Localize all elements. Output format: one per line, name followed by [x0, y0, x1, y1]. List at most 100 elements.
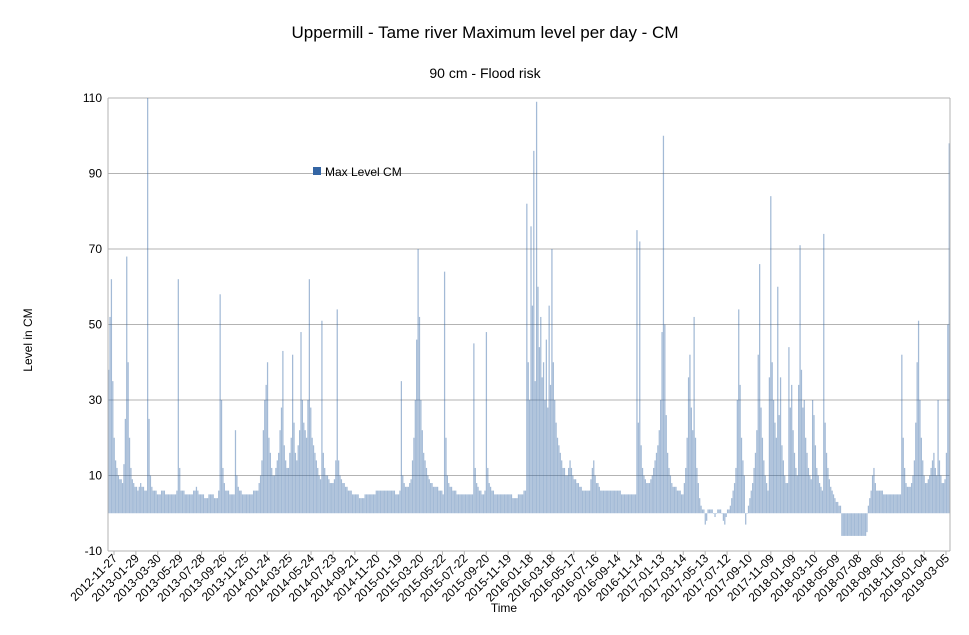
bar [396, 494, 398, 514]
bar [363, 498, 365, 514]
bar [273, 475, 276, 514]
bar [701, 509, 704, 514]
bar [692, 430, 694, 514]
bar [926, 483, 928, 514]
bar [375, 490, 377, 514]
bar [873, 467, 875, 514]
bar [538, 347, 541, 514]
bar [218, 490, 220, 514]
bar [392, 490, 394, 514]
bar [234, 430, 237, 514]
bar [322, 452, 324, 514]
bar [386, 490, 389, 514]
bar [637, 422, 639, 514]
bar [570, 467, 573, 514]
bar [615, 490, 617, 514]
bar [350, 490, 352, 514]
bar [205, 498, 207, 514]
bar [108, 369, 110, 514]
bar [885, 494, 888, 514]
x-tick-labels: 2012-11-272013-01-292013-03-302013-05-29… [67, 551, 952, 605]
bar [632, 494, 634, 514]
bar [883, 494, 885, 514]
bar [563, 467, 566, 514]
bar [917, 320, 920, 514]
bar [871, 475, 874, 514]
bar [806, 452, 808, 514]
bar [466, 494, 468, 514]
bar [220, 400, 223, 514]
bar [791, 384, 793, 514]
bar [621, 494, 623, 514]
bar [495, 494, 497, 514]
bar [133, 483, 135, 514]
bar [733, 483, 736, 514]
bar [552, 362, 554, 514]
bar [573, 479, 575, 514]
bar [492, 490, 494, 514]
bar [671, 483, 673, 514]
bar [455, 490, 457, 514]
bar [269, 452, 271, 514]
bar [149, 475, 152, 514]
bar [343, 483, 345, 514]
bar [531, 305, 534, 514]
bar [457, 494, 460, 514]
bar [368, 494, 370, 514]
bar [562, 467, 564, 514]
bar [817, 475, 819, 514]
bar [226, 490, 228, 514]
bar [160, 490, 163, 514]
bar [371, 494, 373, 514]
bar [308, 279, 310, 514]
bar [927, 479, 929, 514]
bar [588, 490, 591, 514]
bar [416, 339, 418, 514]
bar [906, 486, 909, 514]
bar [558, 445, 560, 514]
bar [360, 498, 362, 514]
bar [694, 437, 697, 514]
bar [335, 460, 337, 514]
bar [356, 494, 358, 514]
bar [718, 509, 720, 514]
bar [190, 494, 192, 514]
bar [855, 513, 857, 536]
bar [537, 286, 539, 514]
bar [399, 490, 401, 514]
bar [841, 513, 843, 536]
bar [496, 494, 499, 514]
bar [775, 437, 777, 514]
bar [351, 494, 354, 514]
bar [147, 98, 149, 514]
bar [184, 494, 186, 514]
bar [600, 490, 602, 514]
bar [895, 494, 897, 514]
bar [717, 509, 719, 514]
bar [138, 486, 140, 514]
axes [107, 98, 951, 551]
bar [491, 490, 493, 514]
bar [565, 475, 567, 514]
bar [580, 486, 582, 514]
bar [449, 486, 451, 514]
bar [591, 467, 593, 514]
bar [109, 316, 111, 514]
bar [828, 479, 830, 514]
bar [782, 460, 784, 514]
bar [240, 490, 242, 514]
bar [200, 494, 202, 514]
bar [142, 486, 145, 514]
bar [820, 486, 822, 514]
bar [232, 494, 234, 514]
bar [385, 490, 387, 514]
bar [803, 400, 805, 514]
bar [225, 490, 227, 514]
legend-swatch [313, 167, 321, 175]
bar [929, 475, 931, 514]
bar [431, 483, 433, 514]
bar [374, 494, 376, 514]
bar [715, 513, 718, 514]
bar [212, 494, 214, 514]
bar [262, 430, 264, 514]
